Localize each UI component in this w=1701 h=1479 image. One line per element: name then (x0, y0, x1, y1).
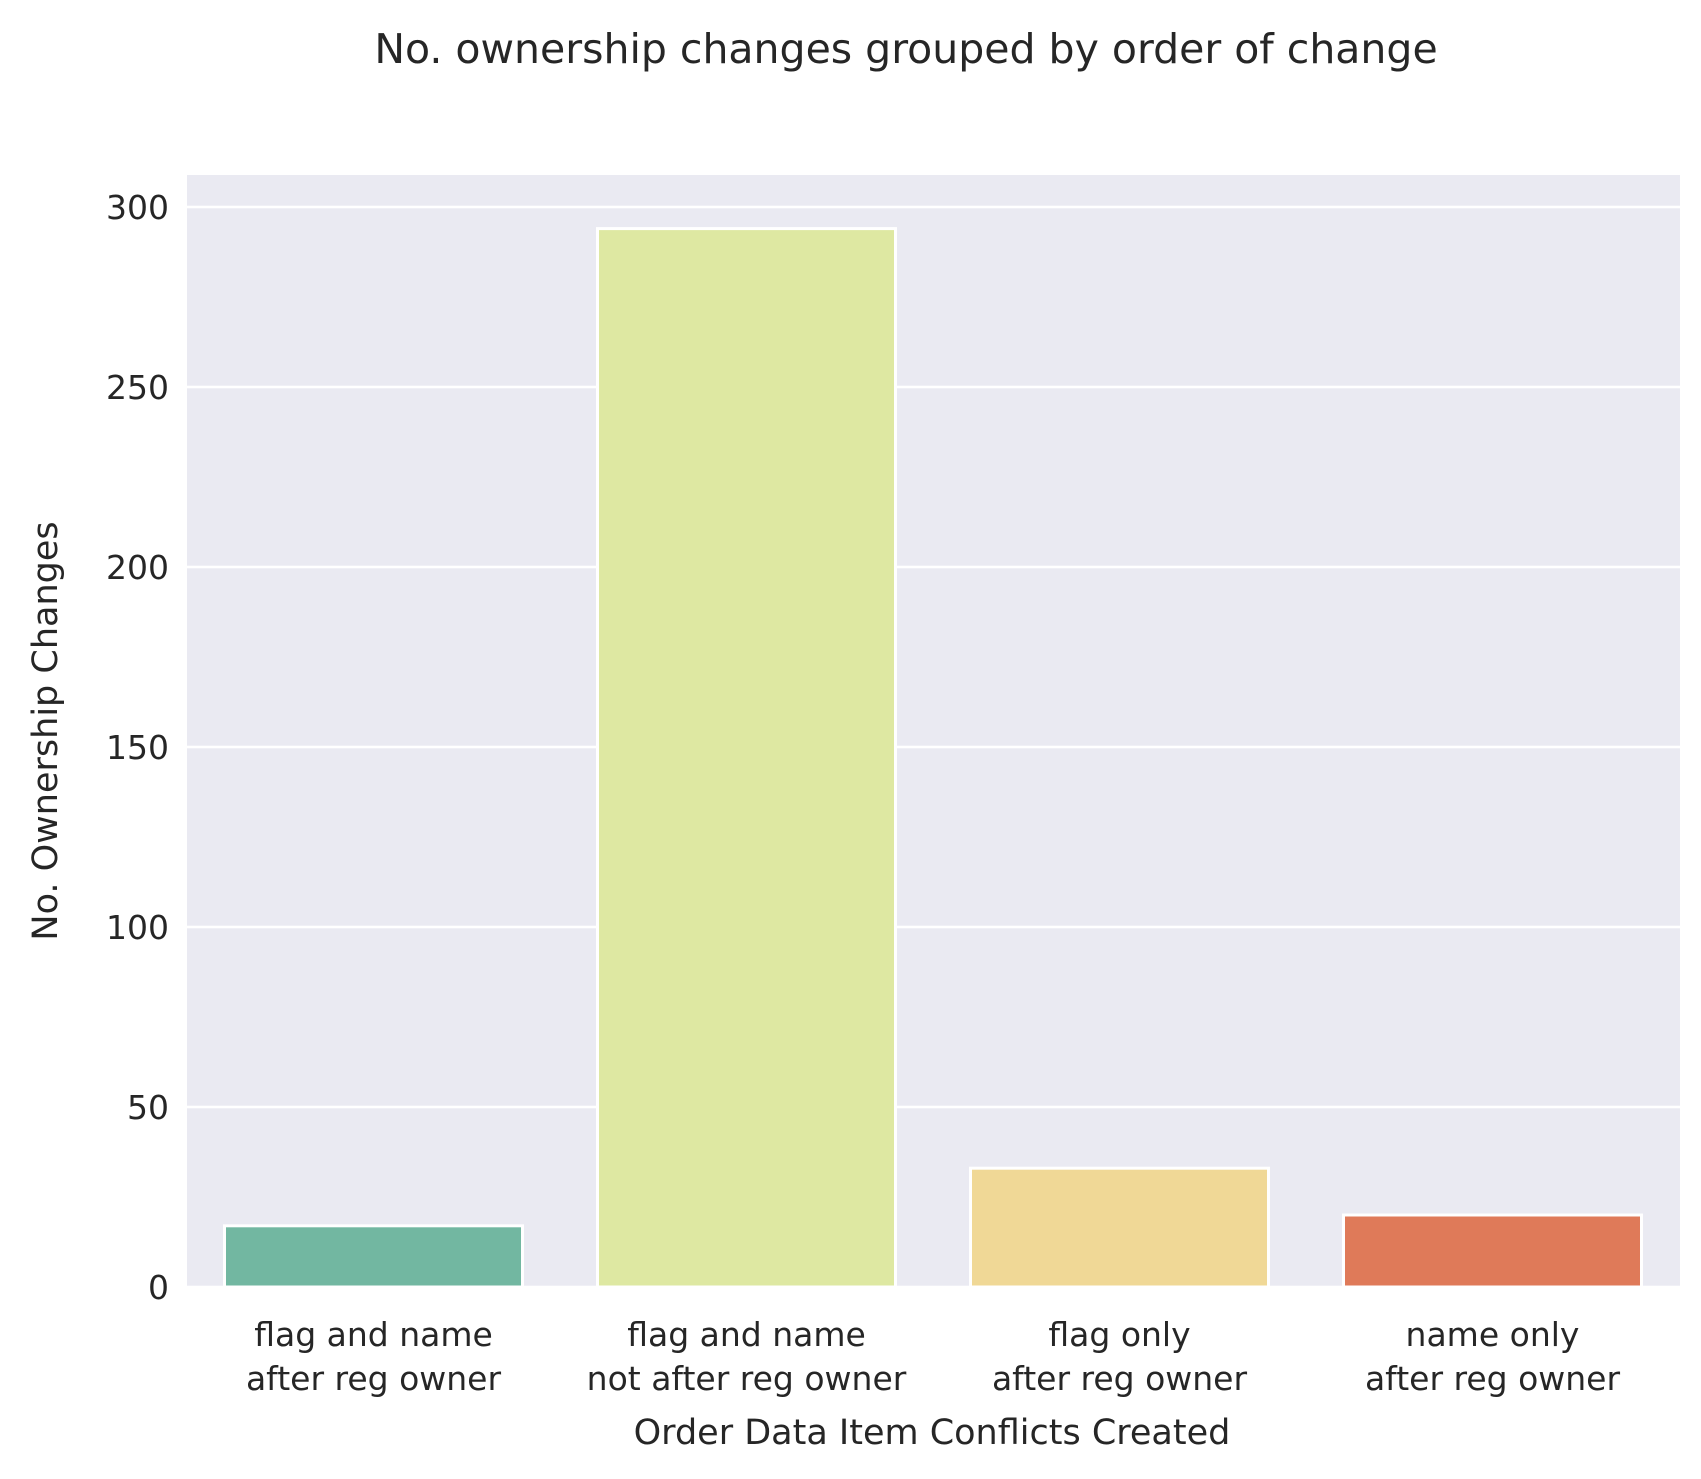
x-tick-label: flag and name (627, 1315, 866, 1354)
y-tick-labels: 0 50 100 150 200 250 300 (106, 188, 169, 1307)
x-tick-label: flag only (1048, 1315, 1190, 1354)
y-tick-label: 200 (106, 548, 169, 587)
x-tick-label: after reg owner (246, 1359, 502, 1398)
x-tick-label: flag and name (254, 1315, 493, 1354)
bar-1 (223, 1224, 524, 1289)
x-axis-label: Order Data Item Conflicts Created (634, 1413, 1231, 1453)
chart-title: No. ownership changes grouped by order o… (374, 25, 1437, 73)
plot-area (187, 175, 1680, 1287)
y-tick-label: 300 (106, 188, 169, 227)
bar-2 (596, 227, 897, 1289)
y-tick-label: 150 (106, 728, 169, 767)
x-tick-label: after reg owner (992, 1359, 1248, 1398)
y-tick-label: 0 (148, 1268, 169, 1307)
x-tick-label: after reg owner (1365, 1359, 1621, 1398)
y-tick-label: 250 (106, 368, 169, 407)
bars (223, 227, 1643, 1289)
x-tick-label: name only (1406, 1315, 1580, 1354)
x-tick-labels: flag and name after reg owner flag and nam… (246, 1315, 1621, 1398)
y-axis-label: No. Ownership Changes (26, 521, 66, 940)
grid-lines (187, 205, 1680, 1289)
bar-4 (1342, 1213, 1643, 1289)
x-tick-label: not after reg owner (587, 1359, 907, 1398)
bar-3 (969, 1166, 1270, 1289)
y-tick-label: 50 (127, 1088, 169, 1127)
y-tick-label: 100 (106, 908, 169, 947)
